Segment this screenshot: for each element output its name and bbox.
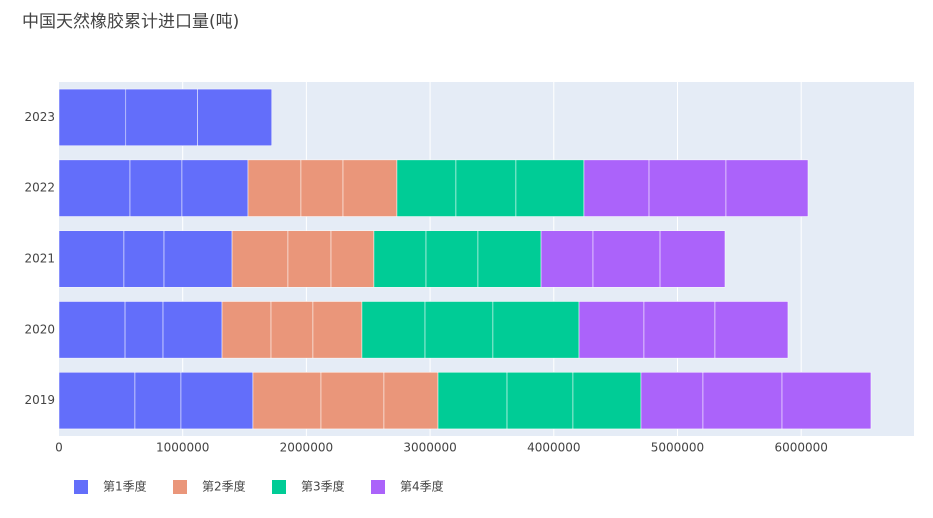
bar-segment [124,301,164,359]
x-tick-label: 1000000 [156,441,209,455]
legend-swatch [371,480,385,494]
bar-segment [425,230,479,288]
bar-segment [477,230,542,288]
bar-segment [506,372,574,430]
legend-swatch [272,480,286,494]
bar-segment [221,301,272,359]
bar-segment [578,301,645,359]
bar-segment [58,159,131,217]
bar-segment [640,372,704,430]
bar-segment [342,159,398,217]
bar-segment [125,88,198,146]
bar-segment [383,372,439,430]
x-tick-label: 2000000 [280,441,333,455]
bar-segment [714,301,789,359]
bar-segment [320,372,385,430]
bar-segment [247,159,302,217]
y-tick-label: 2021 [24,252,55,266]
legend-label: 第3季度 [301,479,345,494]
bar-segment [424,301,494,359]
x-tick-label: 6000000 [774,441,827,455]
legend-label: 第2季度 [202,479,246,494]
bar-segment [162,301,223,359]
bar-segment [312,301,363,359]
bar-segment [437,372,508,430]
bar-segment [702,372,783,430]
bar-segment [58,230,125,288]
y-tick-label: 2019 [24,393,55,407]
bar-segment [455,159,517,217]
bar-segment [129,159,183,217]
bar-segment [373,230,427,288]
bar-segment [330,230,375,288]
legend-label: 第1季度 [103,479,147,494]
bar-segment [592,230,661,288]
bar-segment [725,159,809,217]
x-tick-label: 4000000 [527,441,580,455]
y-tick-label: 2023 [24,110,55,124]
bar-segment [287,230,332,288]
x-tick-label: 5000000 [651,441,704,455]
bar-segment [781,372,872,430]
bar-segment [515,159,585,217]
bar-segment [180,372,254,430]
bar-segment [572,372,642,430]
bar-segment [197,88,273,146]
legend-swatch [74,480,88,494]
bar-segment [648,159,727,217]
bar-segment [361,301,426,359]
legend-label: 第4季度 [400,479,444,494]
x-tick-label: 0 [55,441,63,455]
bar-segment [181,159,249,217]
bar-segment [163,230,233,288]
bar-segment [58,301,126,359]
bar-segment [252,372,322,430]
bar-segment [396,159,457,217]
bar-segment [492,301,580,359]
bar-segment [231,230,289,288]
chart-title: 中国天然橡胶累计进口量(吨) [22,12,239,32]
bar-segment [134,372,182,430]
bar-segment [659,230,726,288]
bar-segment [643,301,716,359]
bar-segment [300,159,344,217]
legend-swatch [173,480,187,494]
bar-segment [540,230,594,288]
y-tick-label: 2022 [24,181,55,195]
x-tick-label: 3000000 [403,441,456,455]
bar-segment [270,301,314,359]
bar-segment [58,88,127,146]
bar-segment [58,372,136,430]
bar-segment [583,159,650,217]
y-tick-label: 2020 [24,322,55,336]
bar-segment [123,230,165,288]
